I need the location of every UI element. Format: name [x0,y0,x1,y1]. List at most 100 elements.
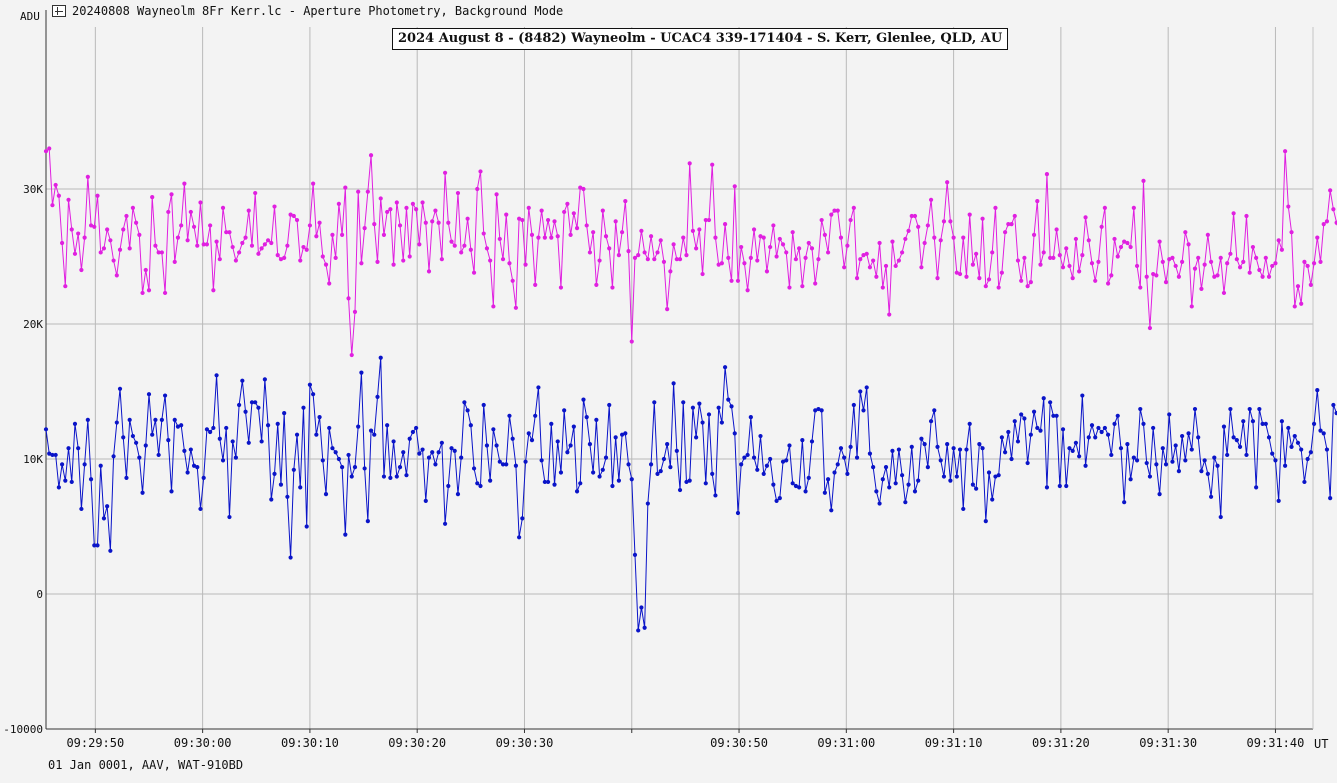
data-point [478,169,483,174]
data-point [1186,431,1191,436]
data-point [143,267,148,273]
data-point [903,500,908,505]
data-point [790,230,795,235]
data-point [674,257,679,262]
data-point [426,269,432,274]
data-point [745,452,750,458]
data-point [603,234,609,239]
data-point [1080,393,1085,398]
data-point [797,485,802,490]
data-point [990,497,995,502]
data-point [272,471,277,476]
data-point [1208,494,1214,499]
data-point [278,482,284,487]
data-point [1028,280,1033,285]
data-point [658,238,663,243]
data-point [896,258,901,263]
data-point [449,446,454,451]
data-point [591,470,596,475]
data-point [607,246,612,251]
data-point [137,232,142,237]
data-point [809,246,815,251]
data-point [1089,423,1095,428]
data-point [1141,421,1146,426]
app-chart-icon[interactable] [52,5,66,17]
data-point [1324,447,1330,452]
data-point [1009,456,1014,462]
data-point [735,278,741,283]
data-point [893,263,898,269]
plot-area[interactable] [46,27,1313,729]
data-point [385,209,390,215]
data-point [468,423,473,428]
data-point [1044,172,1050,177]
data-point [677,487,683,493]
data-point [166,209,171,215]
data-point [488,478,493,483]
data-point [249,243,255,248]
data-point [214,239,219,244]
data-point [1173,443,1178,448]
data-point [484,246,490,251]
data-point [201,242,206,247]
data-point [1247,406,1252,412]
data-point [600,467,605,472]
data-point [410,201,415,206]
data-point [343,185,348,190]
data-point [356,189,361,194]
data-point [980,216,985,221]
data-point [1064,246,1069,251]
data-point [761,471,766,476]
data-point [1315,235,1320,240]
data-point [806,240,811,246]
data-point [368,153,374,158]
data-point [1254,485,1259,490]
data-point [568,232,573,237]
data-point [1244,213,1249,219]
data-point [883,465,889,470]
data-point [552,219,557,224]
data-point [941,219,947,224]
data-point [301,405,306,410]
data-point [375,259,380,264]
data-point [1205,232,1210,237]
data-point [85,417,90,422]
data-point [719,261,724,266]
data-point [121,227,126,232]
data-point [813,408,818,413]
data-point [1321,431,1326,436]
data-point [275,421,280,426]
data-point [845,243,850,248]
data-point [568,443,573,448]
data-point [175,424,181,429]
data-point [1183,458,1188,463]
data-point [262,242,267,247]
data-point [900,473,905,478]
data-point [449,239,454,244]
data-point [494,192,499,197]
data-point [1299,301,1304,306]
data-point [246,440,251,445]
data-point [1125,240,1130,246]
data-point [105,227,110,232]
data-point [1003,450,1008,455]
data-point [349,352,354,358]
data-point [677,257,683,262]
data-point [172,259,177,264]
data-point [1302,479,1307,485]
data-point [130,205,135,210]
data-point [1025,284,1030,289]
data-point [162,290,168,296]
data-point [1250,244,1256,250]
data-point [1019,278,1024,283]
data-point [47,451,52,456]
data-point [1318,428,1323,433]
data-point [964,447,969,452]
data-point [465,408,470,413]
data-point [835,462,840,467]
data-point [700,271,705,277]
footer-status-text: 01 Jan 0001, AAV, WAT-910BD [48,758,244,772]
data-point [668,465,673,470]
data-point [1022,416,1027,421]
